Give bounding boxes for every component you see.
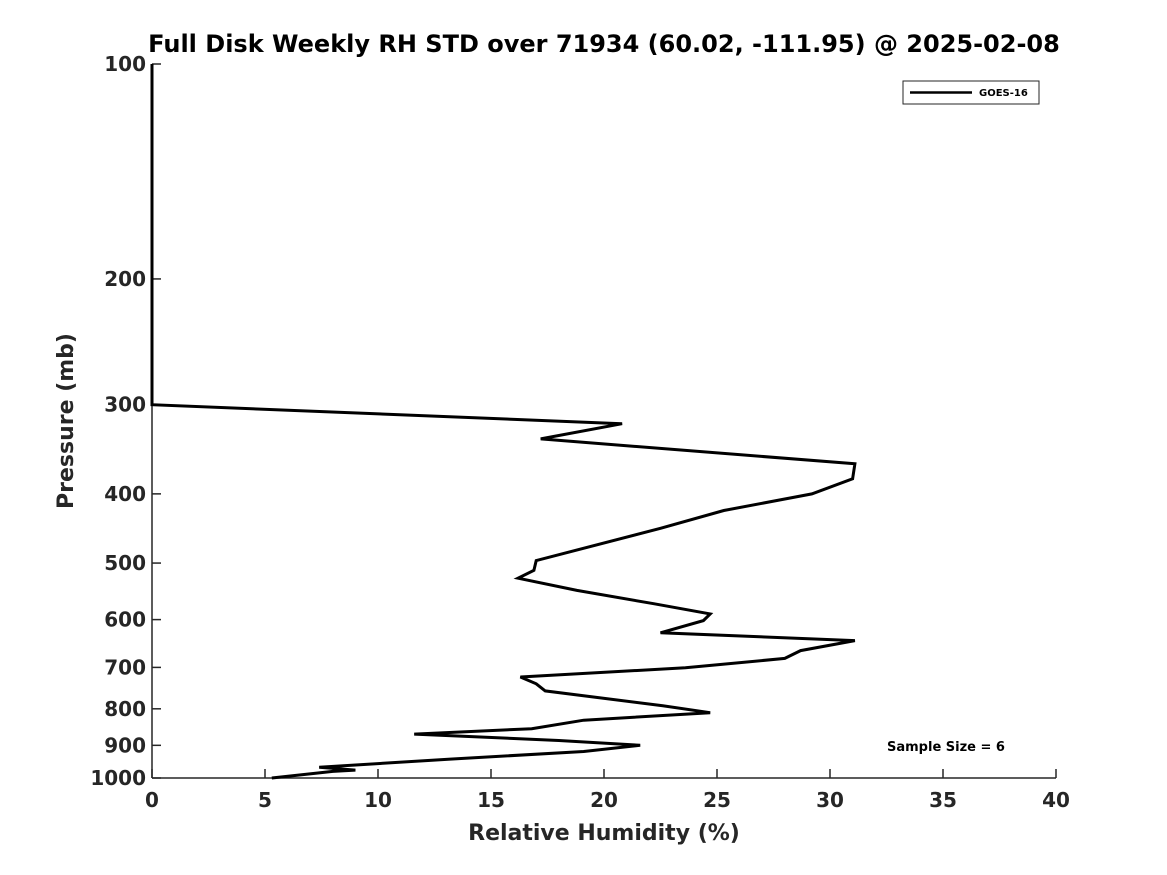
legend: GOES-16 — [902, 80, 1040, 105]
x-tick-label: 20 — [590, 788, 618, 812]
x-ticks: 0 5 10 15 20 25 30 35 40 — [145, 769, 1070, 812]
y-tick-label: 800 — [104, 697, 146, 721]
y-tick-label: 1000 — [90, 766, 146, 790]
chart-title: Full Disk Weekly RH STD over 71934 (60.0… — [148, 30, 1060, 58]
x-tick-label: 40 — [1042, 788, 1070, 812]
y-ticks: 100 200 300 400 500 600 700 800 900 1000 — [90, 52, 161, 790]
x-tick-label: 35 — [929, 788, 957, 812]
x-tick-label: 0 — [145, 788, 159, 812]
y-axis-label: Pressure (mb) — [54, 333, 79, 509]
y-tick-label: 700 — [104, 655, 146, 679]
x-tick-label: 25 — [703, 788, 731, 812]
series-line-0 — [150, 64, 857, 780]
x-tick-label: 10 — [364, 788, 392, 812]
y-tick-label: 300 — [104, 393, 146, 417]
x-axis-label: Relative Humidity (%) — [468, 821, 740, 846]
x-tick-label: 30 — [816, 788, 844, 812]
y-tick-label: 900 — [104, 733, 146, 757]
series-layer — [150, 64, 857, 780]
y-tick-label: 200 — [104, 267, 146, 291]
y-tick-label: 500 — [104, 551, 146, 575]
x-tick-label: 15 — [477, 788, 505, 812]
x-tick-label: 5 — [258, 788, 272, 812]
y-tick-label: 400 — [104, 482, 146, 506]
y-tick-label: 600 — [104, 608, 146, 632]
sample-size-annotation: Sample Size = 6 — [887, 740, 1005, 755]
legend-label: GOES-16 — [979, 88, 1028, 99]
y-tick-label: 100 — [104, 52, 146, 76]
